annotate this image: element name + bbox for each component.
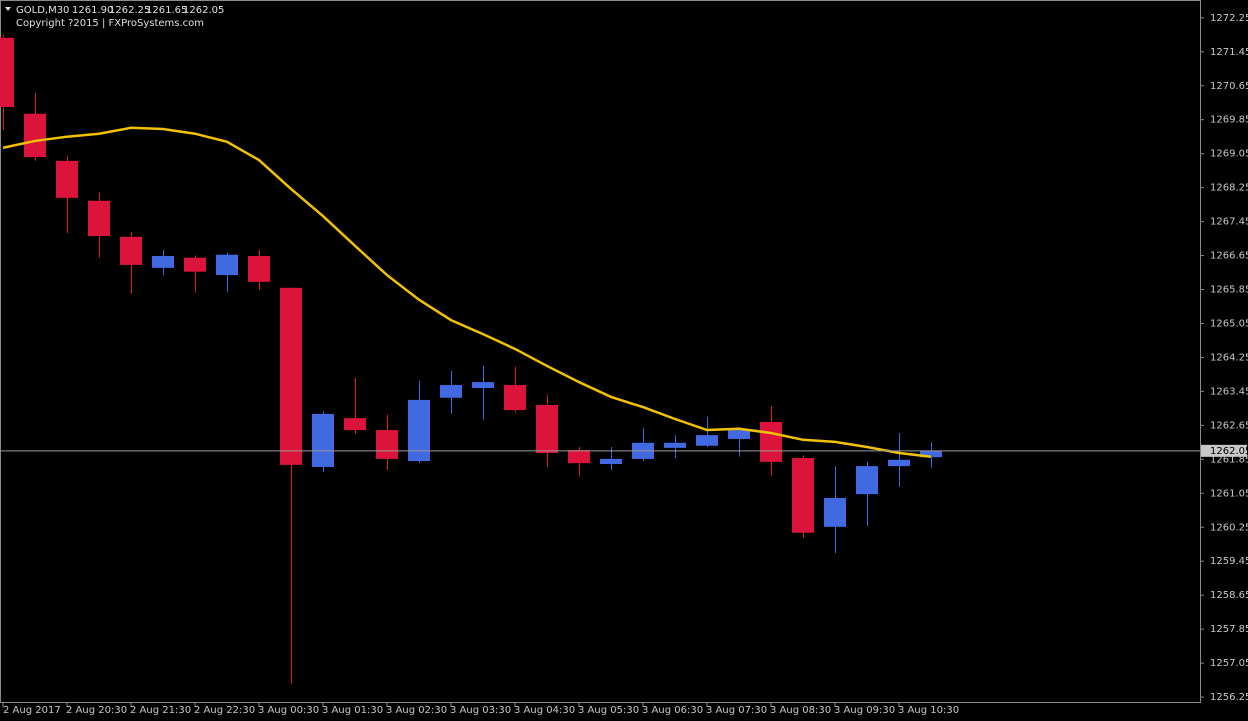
quote-open: 1261.90 — [72, 5, 113, 16]
quote-close: 1262.05 — [183, 5, 224, 16]
candle-body — [920, 450, 942, 458]
x-tick-label: 3 Aug 00:30 — [258, 705, 319, 716]
menu-arrow[interactable] — [5, 7, 11, 11]
candle-body — [728, 430, 750, 439]
y-tick-label: 1261.05 — [1210, 488, 1248, 499]
x-tick-label: 2 Aug 22:30 — [194, 705, 255, 716]
candle-body — [376, 430, 398, 459]
y-tick-label: 1269.85 — [1210, 115, 1248, 126]
candle-body — [792, 458, 814, 533]
y-tick-label: 1262.65 — [1210, 420, 1248, 431]
y-tick-label: 1260.25 — [1210, 522, 1248, 533]
candle-body — [568, 449, 590, 464]
candle-body — [88, 200, 110, 237]
y-tick-label: 1259.45 — [1210, 556, 1248, 567]
y-tick-label: 1267.45 — [1210, 217, 1248, 228]
y-tick-label: 1265.05 — [1210, 318, 1248, 329]
current-price-label: 1262.05 — [1210, 446, 1248, 457]
candle-body — [408, 399, 430, 462]
x-tick-label: 3 Aug 06:30 — [642, 705, 703, 716]
candle-body — [344, 418, 366, 431]
y-tick-label: 1271.45 — [1210, 47, 1248, 58]
y-tick-label: 1265.85 — [1210, 285, 1248, 296]
quote-low: 1261.65 — [146, 5, 187, 16]
candle-body — [312, 413, 334, 467]
candle-body — [536, 404, 558, 453]
y-tick-label: 1268.25 — [1210, 183, 1248, 194]
y-tick-label: 1270.65 — [1210, 81, 1248, 92]
candle-body — [824, 497, 846, 527]
candle-body — [280, 287, 302, 465]
x-tick-label: 3 Aug 05:30 — [578, 705, 639, 716]
x-tick-label: 3 Aug 04:30 — [514, 705, 575, 716]
x-tick-label: 3 Aug 09:30 — [834, 705, 895, 716]
x-tick-label: 3 Aug 10:30 — [898, 705, 959, 716]
candle-body — [600, 458, 622, 464]
candle-body — [888, 459, 910, 467]
x-tick-label: 2 Aug 2017 — [3, 705, 61, 716]
candle-body — [440, 385, 462, 398]
candle-body — [856, 466, 878, 495]
y-tick-label: 1257.05 — [1210, 658, 1248, 669]
candle-body — [504, 385, 526, 411]
candle-body — [24, 113, 46, 158]
x-tick-label: 3 Aug 07:30 — [706, 705, 767, 716]
candle-body — [0, 37, 14, 107]
candle-body — [696, 435, 718, 446]
y-tick-label: 1258.65 — [1210, 590, 1248, 601]
x-tick-label: 2 Aug 21:30 — [130, 705, 191, 716]
plot-frame — [0, 0, 1201, 703]
quote-high: 1262.25 — [109, 5, 150, 16]
candle-body — [216, 254, 238, 276]
symbol: GOLD,M30 — [16, 5, 69, 16]
candle-body — [472, 382, 494, 389]
y-tick-label: 1264.25 — [1210, 352, 1248, 363]
x-tick-label: 2 Aug 20:30 — [66, 705, 127, 716]
y-tick-label: 1263.45 — [1210, 386, 1248, 397]
x-tick-label: 3 Aug 02:30 — [386, 705, 447, 716]
moving-average — [2, 126, 932, 459]
y-tick-label: 1257.85 — [1210, 624, 1248, 635]
x-tick-label: 3 Aug 01:30 — [322, 705, 383, 716]
y-tick-label: 1261.85 — [1210, 454, 1248, 465]
plot-area — [0, 34, 942, 684]
candle-body — [664, 442, 686, 448]
candle-body — [184, 257, 206, 272]
candle-body — [120, 236, 142, 265]
y-tick-label: 1269.05 — [1210, 149, 1248, 160]
candle-body — [152, 255, 174, 268]
candle-body — [760, 421, 782, 462]
candle-body — [248, 255, 270, 282]
y-tick-label: 1266.65 — [1210, 251, 1248, 262]
copyright: Copyright ?2015 | FXProSystems.com — [16, 18, 204, 29]
x-tick-label: 3 Aug 03:30 — [450, 705, 511, 716]
candle-body — [56, 160, 78, 198]
y-tick-label: 1256.25 — [1210, 692, 1248, 703]
x-tick-label: 3 Aug 08:30 — [770, 705, 831, 716]
y-tick-label: 1272.25 — [1210, 13, 1248, 24]
current-price-box — [1201, 444, 1247, 457]
